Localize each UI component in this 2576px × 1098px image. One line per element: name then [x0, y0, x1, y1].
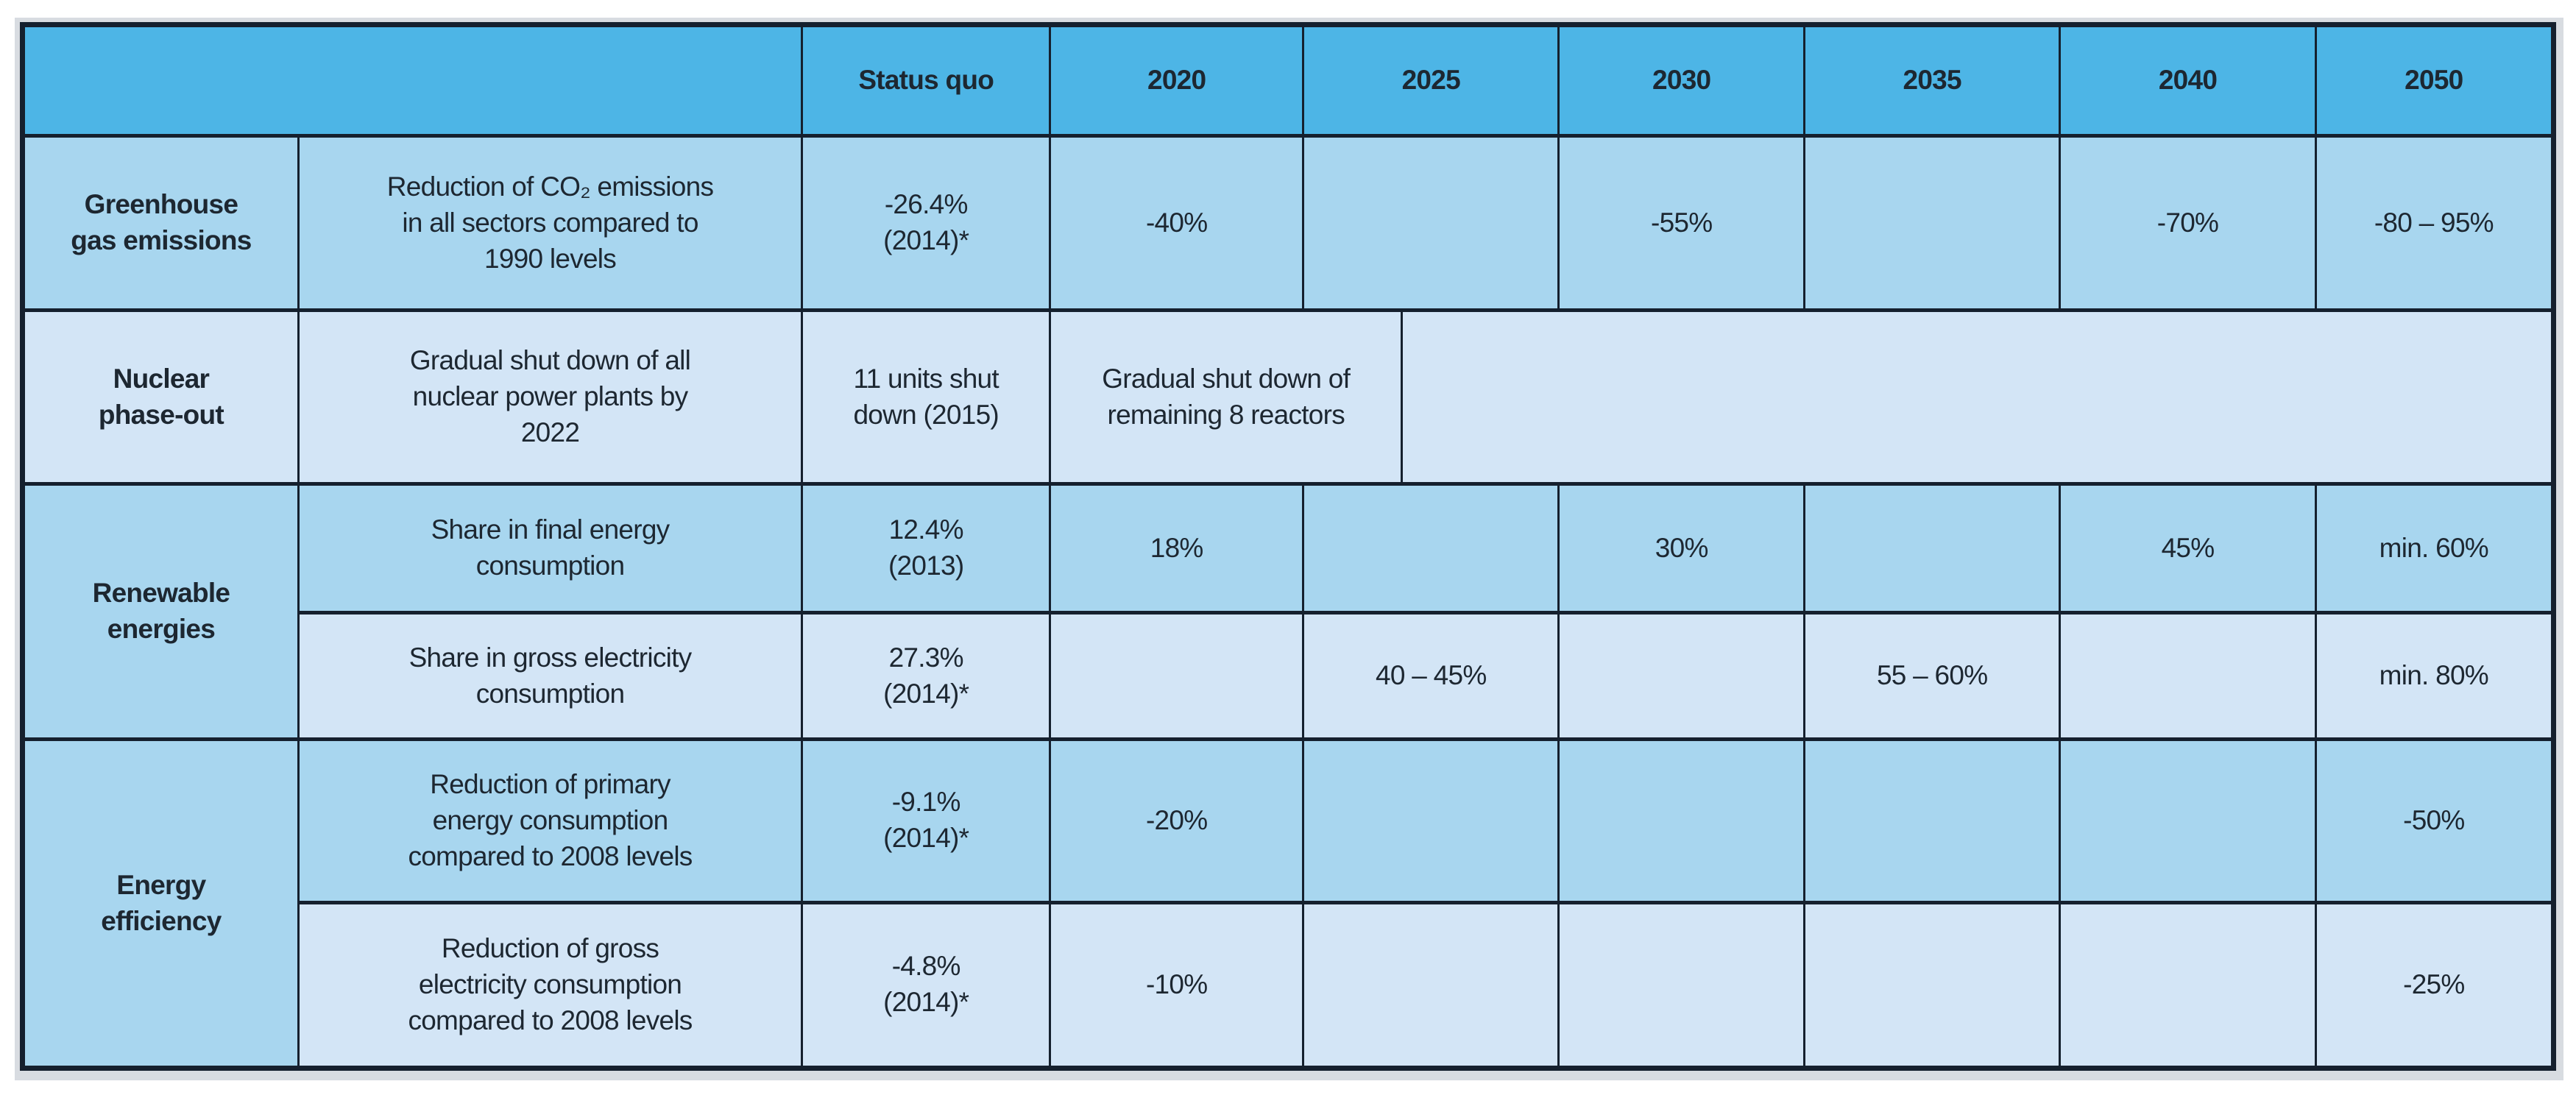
cell-renewables-gross-status-quo: 27.3% (2014)* [801, 611, 1052, 742]
energy-targets-table: Status quo 2020 2025 2030 2035 2040 2050… [20, 22, 2556, 1071]
cell-renewables-final-2020: 18% [1049, 481, 1305, 615]
cell-efficiency-primary-2035 [1802, 737, 2062, 904]
cell-renewables-gross-description: Share in gross electricity consumption [297, 611, 804, 742]
cell-renewables-gross-2050: min. 80% [2314, 611, 2555, 742]
cell-renewables-final-2050: min. 60% [2314, 481, 2555, 615]
row-header-renewables: Renewable energies [21, 481, 300, 742]
cell-renewables-gross-2025: 40 – 45% [1302, 611, 1560, 742]
cell-ghg-2040: -70% [2059, 133, 2317, 313]
row-renewables-final-energy: Renewable energies Share in final energy… [21, 481, 2555, 742]
cell-ghg-2050: -80 – 95% [2314, 133, 2555, 313]
cell-efficiency-gross-2050: -25% [2314, 900, 2555, 1071]
cell-ghg-2035 [1802, 133, 2062, 313]
cell-renewables-final-2025 [1302, 481, 1560, 615]
cell-efficiency-primary-status-quo: -9.1% (2014)* [801, 737, 1052, 904]
cell-efficiency-gross-status-quo: -4.8% (2014)* [801, 900, 1052, 1071]
table-header-row: Status quo 2020 2025 2030 2035 2040 2050 [21, 23, 2555, 138]
row-nuclear-phase-out: Nuclear phase-out Gradual shut down of a… [21, 308, 2555, 486]
header-2050: 2050 [2314, 23, 2555, 138]
cell-nuclear-description: Gradual shut down of all nuclear power p… [297, 308, 804, 486]
cell-ghg-2030: -55% [1557, 133, 1805, 313]
cell-renewables-final-2040: 45% [2059, 481, 2317, 615]
targets-table-frame: Status quo 2020 2025 2030 2035 2040 2050… [15, 18, 2563, 1080]
cell-nuclear-remaining [1401, 308, 2555, 486]
cell-efficiency-primary-2025 [1302, 737, 1560, 904]
header-blank [21, 23, 804, 138]
header-2020: 2020 [1049, 23, 1305, 138]
cell-ghg-2025 [1302, 133, 1560, 313]
cell-nuclear-status-quo: 11 units shut down (2015) [801, 308, 1052, 486]
cell-efficiency-primary-2040 [2059, 737, 2317, 904]
row-renewables-gross-electricity: Share in gross electricity consumption 2… [23, 611, 2555, 742]
cell-ghg-2020: -40% [1049, 133, 1305, 313]
row-efficiency-gross-electricity: Reduction of gross electricity consumpti… [23, 900, 2555, 1071]
header-2025: 2025 [1302, 23, 1560, 138]
header-2040: 2040 [2059, 23, 2317, 138]
row-header-efficiency: Energy efficiency [21, 737, 300, 1070]
header-2030: 2030 [1557, 23, 1805, 138]
row-greenhouse-gas: Greenhouse gas emissions Reduction of CO… [21, 133, 2555, 313]
row-header-greenhouse-gas: Greenhouse gas emissions [21, 133, 300, 313]
cell-ghg-description: Reduction of CO₂ emissions in all sector… [297, 133, 804, 313]
cell-efficiency-primary-2050: -50% [2314, 737, 2555, 904]
cell-efficiency-primary-description: Reduction of primary energy consumption … [297, 737, 804, 904]
cell-efficiency-primary-2020: -20% [1049, 737, 1305, 904]
cell-renewables-final-2030: 30% [1557, 481, 1805, 615]
cell-renewables-gross-2040 [2059, 611, 2317, 742]
cell-efficiency-gross-2040 [2059, 900, 2317, 1071]
header-status-quo: Status quo [801, 23, 1052, 138]
cell-efficiency-gross-2025 [1302, 900, 1560, 1071]
cell-efficiency-primary-2030 [1557, 737, 1805, 904]
row-header-nuclear: Nuclear phase-out [21, 308, 300, 486]
row-efficiency-primary-energy: Energy efficiency Reduction of primary e… [21, 737, 2555, 1070]
cell-renewables-gross-2030 [1557, 611, 1805, 742]
cell-renewables-final-description: Share in final energy consumption [297, 481, 804, 615]
cell-renewables-final-status-quo: 12.4% (2013) [801, 481, 1052, 615]
cell-efficiency-gross-2035 [1802, 900, 2062, 1071]
header-2035: 2035 [1802, 23, 2062, 138]
cell-efficiency-gross-2030 [1557, 900, 1805, 1071]
cell-renewables-gross-2035: 55 – 60% [1802, 611, 2062, 742]
cell-efficiency-gross-2020: -10% [1049, 900, 1305, 1071]
cell-nuclear-2020-2022: Gradual shut down of remaining 8 reactor… [1049, 308, 1404, 486]
cell-renewables-gross-2020 [1049, 611, 1305, 742]
cell-ghg-status-quo: -26.4% (2014)* [801, 133, 1052, 313]
cell-renewables-final-2035 [1802, 481, 2062, 615]
cell-efficiency-gross-description: Reduction of gross electricity consumpti… [297, 900, 804, 1071]
